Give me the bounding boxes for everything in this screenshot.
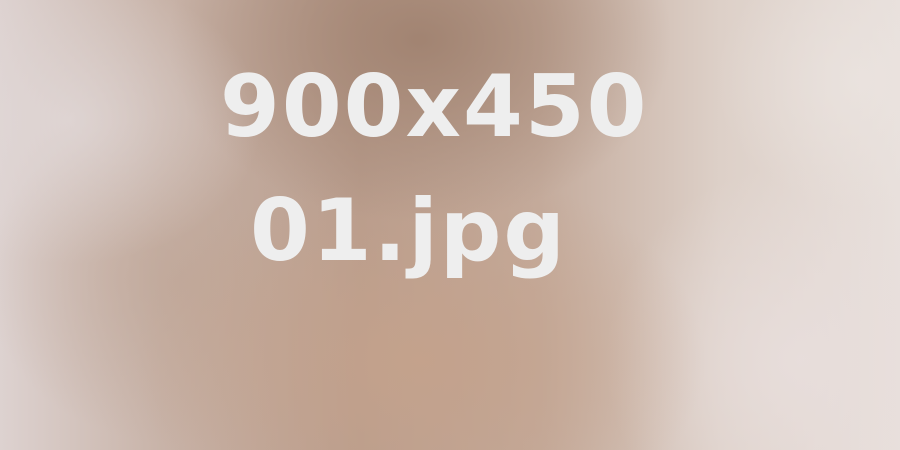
filename-label: 01.jpg [250, 181, 567, 281]
dimensions-label: 900x450 [220, 57, 649, 157]
